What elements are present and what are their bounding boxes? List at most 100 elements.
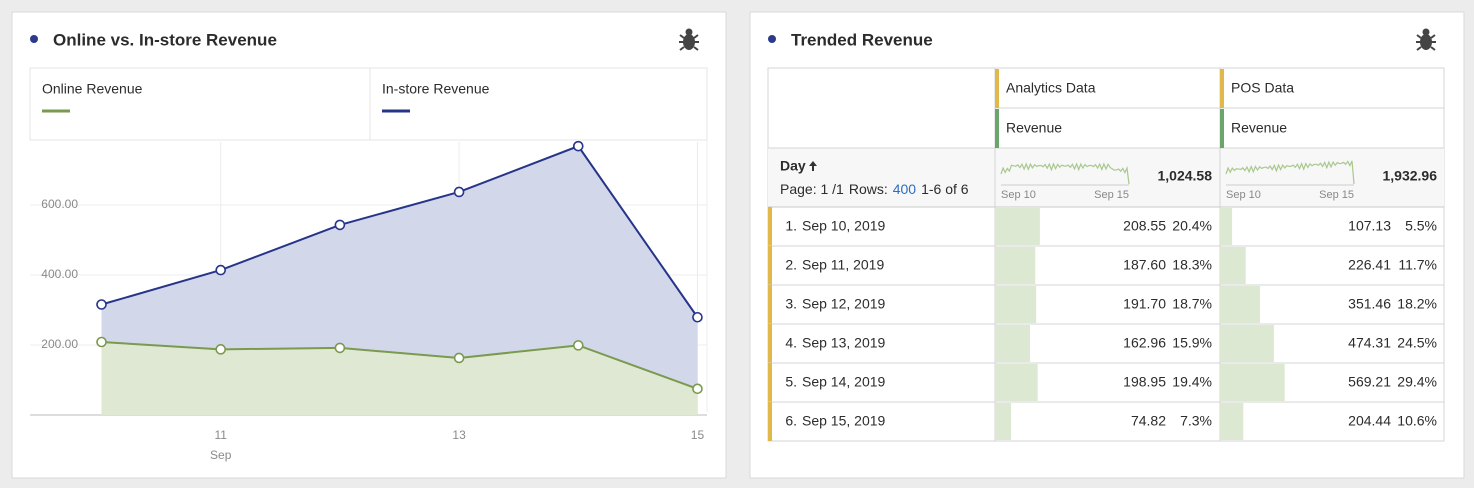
page-range: 1-6 of 6 bbox=[921, 181, 969, 197]
series-line bbox=[101, 144, 699, 318]
column-group: POS Data bbox=[1231, 80, 1294, 96]
y-tick-label: 400.00 bbox=[41, 267, 78, 281]
point bbox=[692, 311, 703, 323]
spark-label: Sep 15 bbox=[1094, 189, 1129, 201]
page-info: Page: 1 /1 Rows: 400 1-6 of 6 bbox=[780, 181, 969, 197]
point bbox=[334, 219, 346, 231]
cell-pct: 7.3% bbox=[1180, 413, 1212, 429]
point bbox=[572, 340, 584, 351]
sparkline bbox=[1000, 162, 1130, 185]
legend-label: Online Revenue bbox=[42, 81, 143, 97]
point bbox=[215, 264, 227, 276]
row-day: Sep 13, 2019 bbox=[802, 335, 886, 351]
row-day: Sep 14, 2019 bbox=[802, 374, 886, 390]
drag-handle bbox=[995, 69, 999, 108]
table-title: Trended Revenue bbox=[791, 30, 933, 49]
cell-value: 204.44 bbox=[1348, 413, 1391, 429]
cell-value: 191.70 bbox=[1123, 296, 1166, 312]
point bbox=[96, 336, 107, 348]
drag-handle bbox=[1220, 109, 1224, 148]
x-tick-label: 13 bbox=[452, 428, 466, 442]
x-sublabel: Sep bbox=[210, 448, 232, 462]
point bbox=[453, 186, 465, 198]
cell-value: 74.82 bbox=[1131, 413, 1166, 429]
row-marker bbox=[768, 402, 772, 441]
bug-icon[interactable] bbox=[1416, 28, 1436, 51]
area-fill bbox=[101, 146, 698, 389]
row-rank: 3. bbox=[785, 296, 797, 312]
share-bar bbox=[1220, 247, 1246, 284]
y-tick-label: 200.00 bbox=[41, 337, 78, 351]
dimension: Day bbox=[780, 158, 806, 174]
cell-pct: 20.4% bbox=[1172, 218, 1212, 234]
table: Analytics Data Revenue Sep 10 Sep 15 1,024.5… bbox=[767, 67, 1445, 442]
x-tick-label: 15 bbox=[691, 428, 705, 442]
cell-value: 198.95 bbox=[1123, 374, 1166, 390]
cell-pct: 29.4% bbox=[1397, 374, 1437, 390]
sort-icon bbox=[809, 161, 817, 171]
cell-pct: 18.2% bbox=[1397, 296, 1437, 312]
point bbox=[334, 342, 346, 354]
row-marker bbox=[768, 207, 772, 246]
area-fill bbox=[101, 342, 698, 415]
page-rows-value[interactable]: 400 bbox=[893, 181, 917, 197]
row-rank: 4. bbox=[785, 335, 797, 351]
column-metric: Revenue bbox=[1231, 120, 1287, 136]
point bbox=[453, 352, 465, 364]
share-bar bbox=[995, 208, 1040, 245]
drag-handle bbox=[995, 109, 999, 148]
share-bar bbox=[1220, 325, 1274, 362]
point bbox=[692, 383, 703, 395]
cell-value: 351.46 bbox=[1348, 296, 1391, 312]
drag-handle bbox=[1220, 69, 1224, 108]
share-bar bbox=[995, 364, 1038, 401]
cell-pct: 19.4% bbox=[1172, 374, 1212, 390]
column-total: 1,024.58 bbox=[1158, 168, 1213, 184]
row-rank: 6. bbox=[785, 413, 797, 429]
row-day: Sep 11, 2019 bbox=[802, 257, 884, 273]
summary-bg bbox=[768, 148, 1444, 207]
row-day: Sep 10, 2019 bbox=[802, 218, 886, 234]
sparkline bbox=[1225, 160, 1355, 185]
cell-value: 107.13 bbox=[1348, 218, 1391, 234]
title-dot bbox=[768, 35, 776, 43]
legend-label: In-store Revenue bbox=[382, 81, 490, 97]
share-bar bbox=[1220, 364, 1285, 401]
share-bar bbox=[995, 247, 1036, 284]
column-group: Analytics Data bbox=[1006, 80, 1096, 96]
spark-label: Sep 10 bbox=[1226, 189, 1261, 201]
cell-pct: 5.5% bbox=[1405, 218, 1437, 234]
cell-value: 226.41 bbox=[1348, 257, 1391, 273]
share-bar bbox=[995, 403, 1012, 440]
x-tick-label: 11 bbox=[214, 428, 227, 442]
row-marker bbox=[768, 285, 772, 324]
column-total: 1,932.96 bbox=[1383, 168, 1438, 184]
title-dot bbox=[30, 35, 38, 43]
column-metric: Revenue bbox=[1006, 120, 1062, 136]
page-rows-label: Rows: bbox=[849, 181, 888, 197]
point bbox=[96, 299, 107, 310]
cell-pct: 18.3% bbox=[1172, 257, 1212, 273]
cell-value: 474.31 bbox=[1348, 335, 1391, 351]
cell-pct: 10.6% bbox=[1397, 413, 1437, 429]
page-page-label: Page: 1 /1 bbox=[780, 181, 844, 197]
row-rank: 2. bbox=[785, 257, 797, 273]
row-marker bbox=[768, 363, 772, 402]
cell-value: 208.55 bbox=[1123, 218, 1166, 234]
bug-icon[interactable] bbox=[679, 28, 699, 51]
cell-pct: 18.7% bbox=[1172, 296, 1212, 312]
spark-label: Sep 15 bbox=[1319, 189, 1354, 201]
spark-label: Sep 10 bbox=[1001, 189, 1036, 201]
row-marker bbox=[768, 246, 772, 285]
share-bar bbox=[1220, 286, 1261, 323]
cell-pct: 11.7% bbox=[1398, 257, 1437, 273]
point bbox=[572, 140, 584, 152]
share-bar bbox=[1220, 208, 1233, 245]
cell-value: 162.96 bbox=[1123, 335, 1166, 351]
row-rank: 1. bbox=[785, 218, 797, 234]
share-bar bbox=[995, 286, 1037, 323]
y-tick-label: 600.00 bbox=[41, 197, 78, 211]
point bbox=[215, 344, 227, 355]
